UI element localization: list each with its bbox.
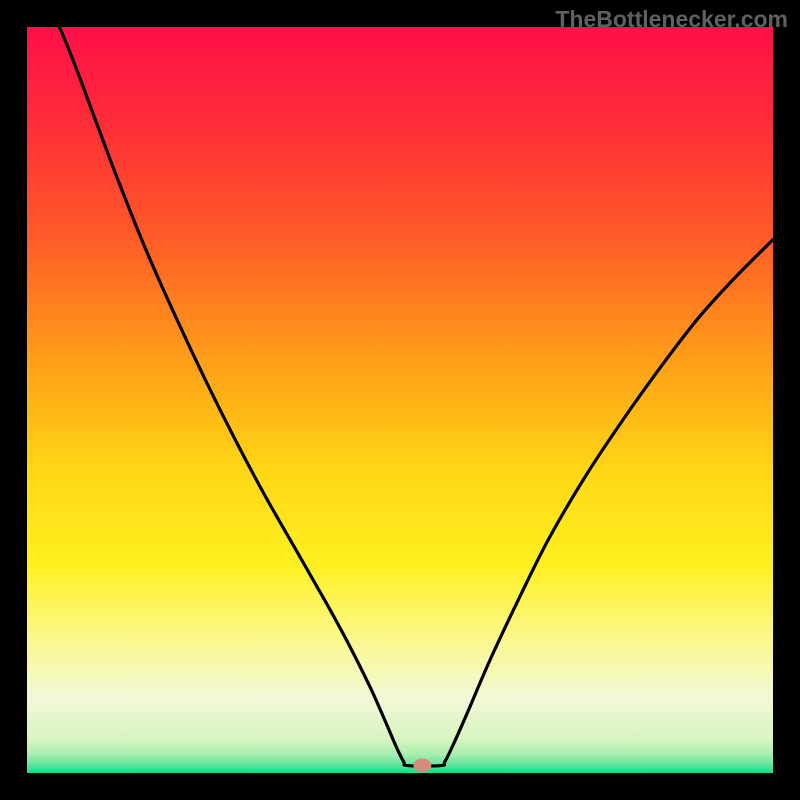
gradient-plot	[27, 27, 773, 773]
optimal-point-marker	[413, 759, 431, 773]
gradient-background	[27, 27, 773, 773]
watermark-text: TheBottlenecker.com	[555, 6, 788, 33]
chart-frame: TheBottlenecker.com	[0, 0, 800, 800]
